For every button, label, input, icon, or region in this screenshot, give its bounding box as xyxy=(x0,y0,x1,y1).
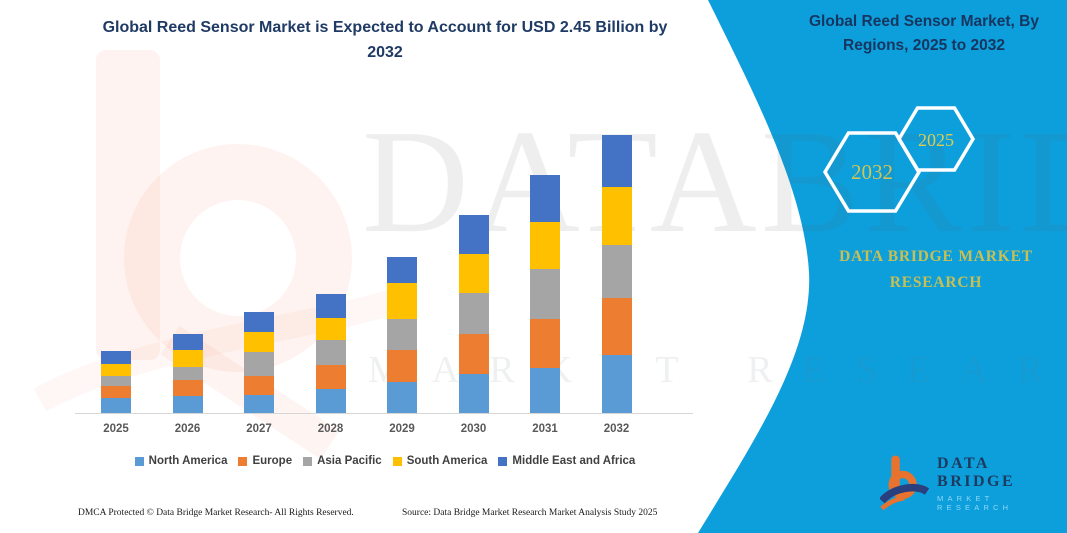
legend-item: Asia Pacific xyxy=(303,455,382,467)
panel-title-line1: Global Reed Sensor Market, By xyxy=(809,13,1039,30)
bar-segment xyxy=(601,245,632,299)
bar-segment xyxy=(172,380,203,396)
bar-segment xyxy=(244,312,274,333)
bar-segment xyxy=(101,398,131,413)
bar-segment xyxy=(387,349,417,383)
bar-segment xyxy=(458,292,489,334)
bar-2030 xyxy=(458,215,489,413)
dmca-text: DMCA Protected © Data Bridge Market Rese… xyxy=(78,508,354,518)
chart-legend: North America Europe Asia Pacific South Ame… xyxy=(40,455,730,467)
bar-segment xyxy=(458,333,489,375)
bar-2027 xyxy=(244,312,274,413)
legend-item: South America xyxy=(392,455,488,467)
panel-title-line2: Regions, 2025 to 2032 xyxy=(843,37,1005,55)
bar-segment xyxy=(172,349,203,367)
legend-label: South America xyxy=(406,455,488,467)
bar-segment xyxy=(172,396,203,413)
chart-title: Global Reed Sensor Market is Expected to… xyxy=(60,16,710,66)
panel-shape xyxy=(698,0,1067,533)
legend-swatch xyxy=(134,456,144,466)
bar-segment xyxy=(530,174,560,223)
dbmr-logo-text: DATA BRIDGE MARKET RESEARCH xyxy=(937,455,1067,512)
panel-brand-text: DATA BRIDGE MARKET RESEARCH xyxy=(805,244,1067,295)
bar-segment xyxy=(530,268,560,319)
hex-year-2025: 2025 xyxy=(918,130,954,150)
hexagon-years-graphic: 2032 2025 xyxy=(822,106,976,213)
x-tick-label: 2026 xyxy=(174,423,201,435)
x-axis-line xyxy=(75,413,693,414)
bar-segment xyxy=(244,351,274,376)
x-tick-label: 2031 xyxy=(532,423,558,435)
bar-segment xyxy=(244,332,274,352)
bar-segment xyxy=(315,389,346,413)
bar-segment xyxy=(530,367,560,413)
source-text: Source: Data Bridge Market Research Mark… xyxy=(402,508,658,518)
dbmr-b-icon xyxy=(880,455,930,511)
chart-title-line1: Global Reed Sensor Market is Expected to… xyxy=(102,19,668,36)
bar-segment xyxy=(601,355,632,413)
x-tick-label: 2025 xyxy=(103,423,129,435)
bar-segment xyxy=(530,318,560,368)
panel-brand-line1: DATA BRIDGE MARKET xyxy=(839,248,1033,265)
dbmr-logo: DATA BRIDGE MARKET RESEARCH xyxy=(880,452,1067,514)
panel-title: Global Reed Sensor Market, By Regions, 2… xyxy=(788,10,1060,58)
bar-segment xyxy=(458,215,489,255)
x-tick-label: 2032 xyxy=(603,423,630,435)
bar-segment xyxy=(601,187,632,246)
bar-segment xyxy=(530,222,560,269)
legend-label: Asia Pacific xyxy=(317,455,382,467)
stacked-bar-chart xyxy=(75,120,693,413)
bar-segment xyxy=(601,298,632,356)
bar-segment xyxy=(101,375,131,386)
bar-segment xyxy=(601,134,632,188)
legend-item: Middle East and Africa xyxy=(498,455,635,467)
bar-segment xyxy=(244,394,274,413)
bar-segment xyxy=(101,385,131,399)
bar-segment xyxy=(387,318,417,350)
x-tick-label: 2027 xyxy=(246,423,272,435)
hex-year-2032: 2032 xyxy=(851,160,893,184)
bar-segment xyxy=(387,282,417,319)
legend-swatch xyxy=(498,456,508,466)
legend-item: Europe xyxy=(238,455,292,467)
legend-label: Europe xyxy=(252,455,293,467)
x-tick-label: 2028 xyxy=(317,423,344,435)
bar-segment xyxy=(315,340,346,366)
bar-2025 xyxy=(101,350,131,413)
bar-2032 xyxy=(601,134,632,413)
bar-2026 xyxy=(172,333,203,413)
x-tick-label: 2029 xyxy=(389,423,415,435)
bar-segment xyxy=(387,256,417,283)
hexagon-2025-icon xyxy=(896,106,976,172)
x-tick-label: 2030 xyxy=(460,423,487,435)
bar-segment xyxy=(244,375,274,395)
logo-subtitle: MARKET RESEARCH xyxy=(937,493,1013,512)
bar-segment xyxy=(101,350,131,365)
legend-swatch xyxy=(238,456,248,466)
bar-segment xyxy=(101,364,131,376)
hexagon-2032-icon xyxy=(822,131,922,213)
bar-segment xyxy=(458,374,489,413)
bar-segment xyxy=(172,333,203,350)
x-axis-labels: 2025 2026 2027 2028 2029 2030 2031 2032 xyxy=(75,423,693,439)
bar-segment xyxy=(387,382,417,413)
legend-label: North America xyxy=(148,455,228,467)
bar-2029 xyxy=(387,256,417,413)
legend-label: Middle East and Africa xyxy=(512,455,636,467)
bar-segment xyxy=(315,365,346,390)
bar-segment xyxy=(458,254,489,293)
bar-segment xyxy=(315,317,346,341)
logo-name: DATA BRIDGE xyxy=(937,454,1016,490)
chart-title-line2: 2032 xyxy=(367,43,403,61)
panel-brand-line2: RESEARCH xyxy=(889,273,983,291)
bar-2028 xyxy=(315,293,346,413)
bar-segment xyxy=(172,366,203,381)
legend-swatch xyxy=(392,456,402,466)
bar-segment xyxy=(315,293,346,318)
legend-swatch xyxy=(303,456,313,466)
legend-item: North America xyxy=(134,455,228,467)
bar-2031 xyxy=(530,174,560,413)
